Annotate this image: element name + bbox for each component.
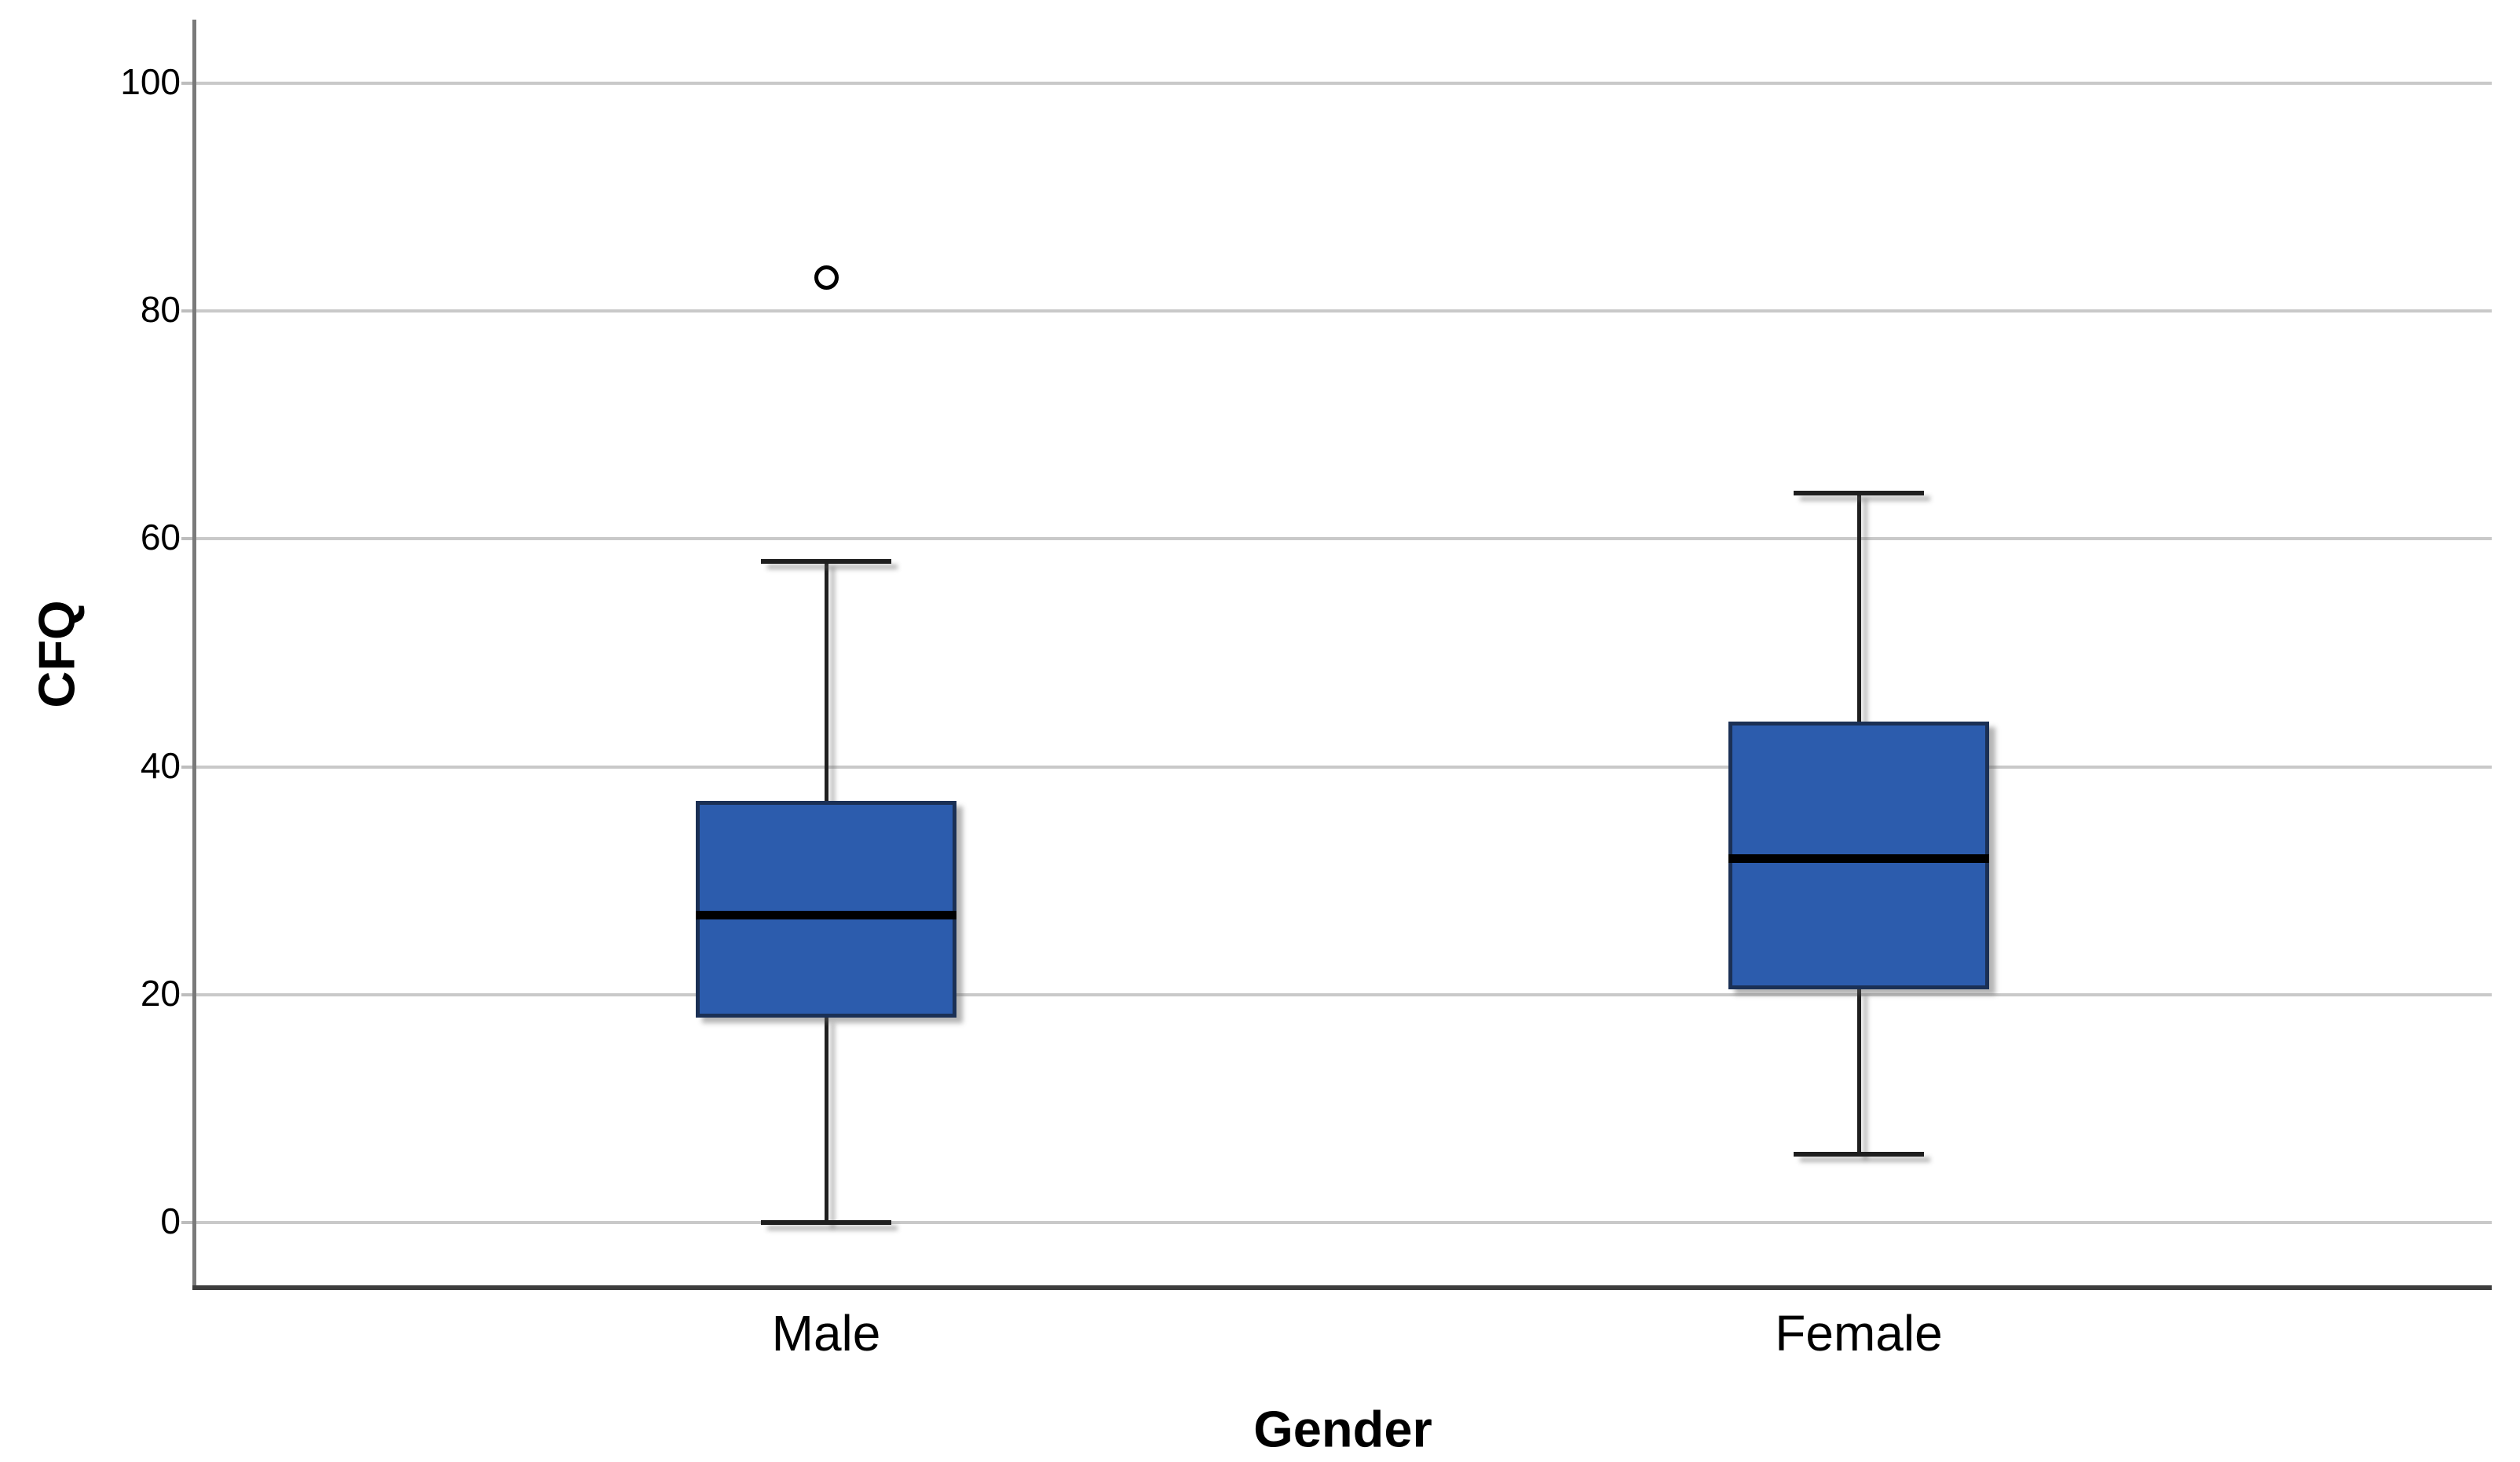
y-tick-label: 0 <box>160 1200 181 1241</box>
y-tick-mark <box>181 992 194 996</box>
x-axis-title: Gender <box>1253 1400 1432 1458</box>
upper-whisker-line <box>825 561 828 802</box>
lower-whisker-cap <box>761 1220 891 1225</box>
median-line <box>696 911 956 920</box>
y-axis-title: CFQ <box>27 600 86 708</box>
y-gridline <box>194 1221 2492 1224</box>
y-tick-mark <box>181 82 194 85</box>
x-category-label: Female <box>1775 1305 1943 1361</box>
lower-whisker-line <box>825 1017 828 1223</box>
y-gridline <box>194 309 2492 313</box>
y-tick-mark <box>181 309 194 313</box>
y-tick-label: 40 <box>140 744 181 786</box>
iqr-box <box>696 801 956 1018</box>
median-line <box>1728 853 1989 863</box>
y-tick-mark <box>181 765 194 769</box>
y-gridline <box>194 765 2492 769</box>
y-gridline <box>194 992 2492 996</box>
y-tick-mark <box>181 1221 194 1224</box>
y-tick-mark <box>181 537 194 541</box>
y-tick-label: 20 <box>140 972 181 1014</box>
y-tick-label: 60 <box>140 517 181 558</box>
y-gridline <box>194 82 2492 85</box>
x-axis-line <box>192 1285 2492 1290</box>
y-axis-line <box>192 20 196 1288</box>
upper-whisker-cap <box>761 559 891 565</box>
x-category-label: Male <box>771 1305 881 1361</box>
y-tick-label: 80 <box>140 289 181 331</box>
lower-whisker-cap <box>1794 1151 1924 1157</box>
lower-whisker-line <box>1857 989 1861 1154</box>
upper-whisker-cap <box>1794 491 1924 496</box>
y-tick-label: 100 <box>120 60 181 102</box>
upper-whisker-line <box>1857 493 1861 722</box>
y-gridline <box>194 537 2492 541</box>
outlier-point <box>814 265 839 290</box>
